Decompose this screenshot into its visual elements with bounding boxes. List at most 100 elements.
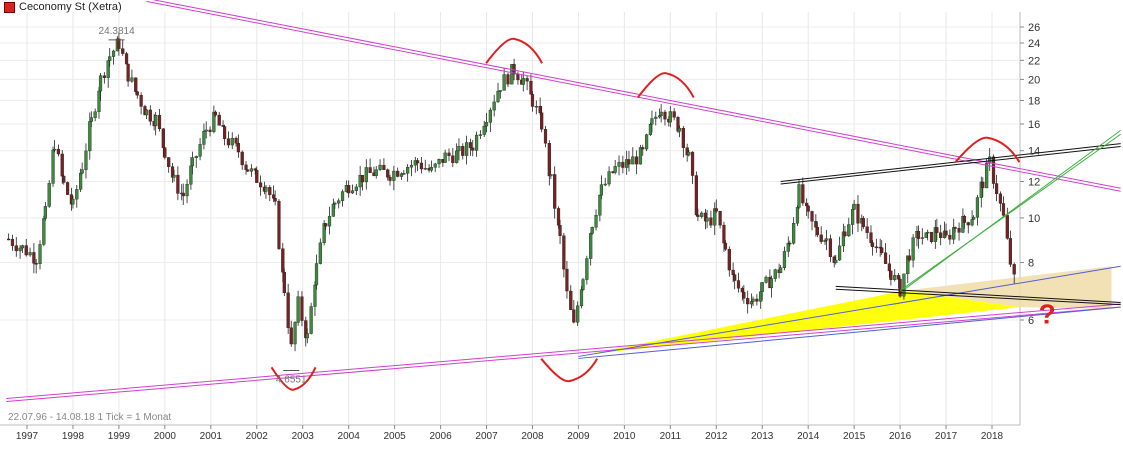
candle-body bbox=[805, 202, 809, 207]
candle-body bbox=[56, 148, 61, 155]
candle-body bbox=[202, 130, 206, 145]
candle-body bbox=[663, 111, 667, 120]
x-tick-label: 2007 bbox=[475, 431, 498, 442]
candle-body bbox=[672, 111, 676, 118]
x-tick-label: 2003 bbox=[292, 431, 315, 442]
x-tick-label: 2009 bbox=[567, 431, 590, 442]
annotations: 24.3814 4.6551? bbox=[99, 26, 1056, 391]
candle-body bbox=[293, 322, 297, 345]
candle-body bbox=[569, 290, 573, 310]
candle-body bbox=[998, 193, 1003, 204]
y-tick-label: 10 bbox=[1028, 213, 1040, 225]
candle-body bbox=[865, 226, 869, 233]
candle-body bbox=[234, 137, 238, 144]
x-tick-label: 2015 bbox=[843, 431, 866, 442]
candle-body bbox=[970, 219, 974, 226]
candle-body bbox=[181, 192, 185, 197]
candle-body bbox=[10, 238, 15, 246]
black-support-line bbox=[835, 285, 1121, 303]
candle-body bbox=[920, 237, 924, 239]
candle-body bbox=[52, 148, 57, 151]
candle-body bbox=[204, 129, 208, 132]
candle-body bbox=[392, 170, 396, 181]
candle-body bbox=[529, 80, 533, 95]
black-support-line bbox=[835, 288, 1121, 306]
candle-body bbox=[282, 271, 286, 294]
support-line bbox=[6, 306, 1121, 403]
candle-body bbox=[819, 234, 823, 242]
candle-body bbox=[93, 111, 97, 118]
green-trend-line bbox=[904, 129, 1121, 290]
candle-body bbox=[245, 169, 250, 172]
candle-body bbox=[893, 275, 897, 280]
candle-body bbox=[696, 214, 700, 217]
candle-body bbox=[641, 147, 645, 150]
candle-body bbox=[916, 230, 921, 239]
y-tick-label: 8 bbox=[1028, 258, 1034, 270]
candle-body bbox=[502, 74, 506, 91]
candle-body bbox=[433, 163, 437, 168]
peak-arc bbox=[636, 72, 695, 99]
candle-body bbox=[43, 206, 47, 219]
candle-body bbox=[751, 298, 755, 302]
candle-body bbox=[694, 175, 698, 216]
candle-body bbox=[543, 129, 548, 144]
x-tick-label: 2011 bbox=[660, 431, 682, 442]
candle-body bbox=[7, 238, 11, 241]
candle-body bbox=[907, 255, 911, 261]
x-tick-label: 2014 bbox=[797, 431, 820, 442]
candle-body bbox=[88, 121, 92, 152]
candle-body bbox=[324, 223, 328, 227]
candle-body bbox=[62, 175, 66, 183]
candle-body bbox=[429, 167, 433, 171]
candle-body bbox=[581, 279, 585, 290]
candle-body bbox=[638, 147, 643, 165]
candle-body bbox=[525, 78, 529, 82]
candle-body bbox=[870, 242, 875, 248]
candle-body bbox=[451, 155, 455, 163]
candle-body bbox=[368, 167, 372, 173]
candle-body bbox=[415, 160, 420, 164]
candle-body bbox=[305, 333, 309, 339]
candle-body bbox=[576, 305, 580, 323]
candle-body bbox=[471, 147, 475, 151]
candle-body bbox=[264, 187, 268, 192]
candle-body bbox=[465, 142, 469, 156]
candle-body bbox=[296, 296, 300, 323]
candle-body bbox=[236, 142, 240, 153]
candle-body bbox=[65, 182, 70, 195]
candle-body bbox=[124, 53, 129, 65]
candle-body bbox=[718, 210, 722, 226]
candle-body bbox=[273, 198, 277, 202]
candle-body bbox=[962, 216, 967, 223]
candle-body bbox=[953, 227, 957, 229]
candle-body bbox=[277, 200, 281, 249]
candle-body bbox=[621, 162, 625, 168]
candle-body bbox=[944, 230, 948, 236]
candle-body bbox=[935, 227, 939, 233]
candle-body bbox=[889, 270, 893, 280]
candle-body bbox=[388, 176, 392, 181]
x-tick-label: 2004 bbox=[338, 431, 361, 442]
candle-body bbox=[837, 245, 842, 261]
candle-body bbox=[773, 269, 777, 279]
candle-body bbox=[746, 298, 750, 305]
labels: 1997 1998 1999 2000 2001 2002 2003 2004 2005 2006… bbox=[8, 22, 1040, 442]
candle-body bbox=[736, 280, 741, 289]
candle-body bbox=[759, 291, 763, 302]
candle-body bbox=[498, 90, 502, 92]
candle-body bbox=[382, 164, 386, 170]
candle-body bbox=[378, 164, 382, 170]
resistance-line bbox=[152, 0, 1121, 189]
candle-body bbox=[981, 181, 985, 189]
candle-body bbox=[898, 278, 902, 297]
candle-body bbox=[327, 216, 332, 227]
x-tick-label: 2002 bbox=[246, 431, 269, 442]
candle-body bbox=[823, 240, 827, 242]
candle-body bbox=[402, 173, 406, 175]
candle-body bbox=[1001, 203, 1006, 216]
candle-body bbox=[806, 205, 810, 212]
blue-trend-line-lower bbox=[578, 306, 1121, 359]
candle-body bbox=[130, 77, 134, 82]
